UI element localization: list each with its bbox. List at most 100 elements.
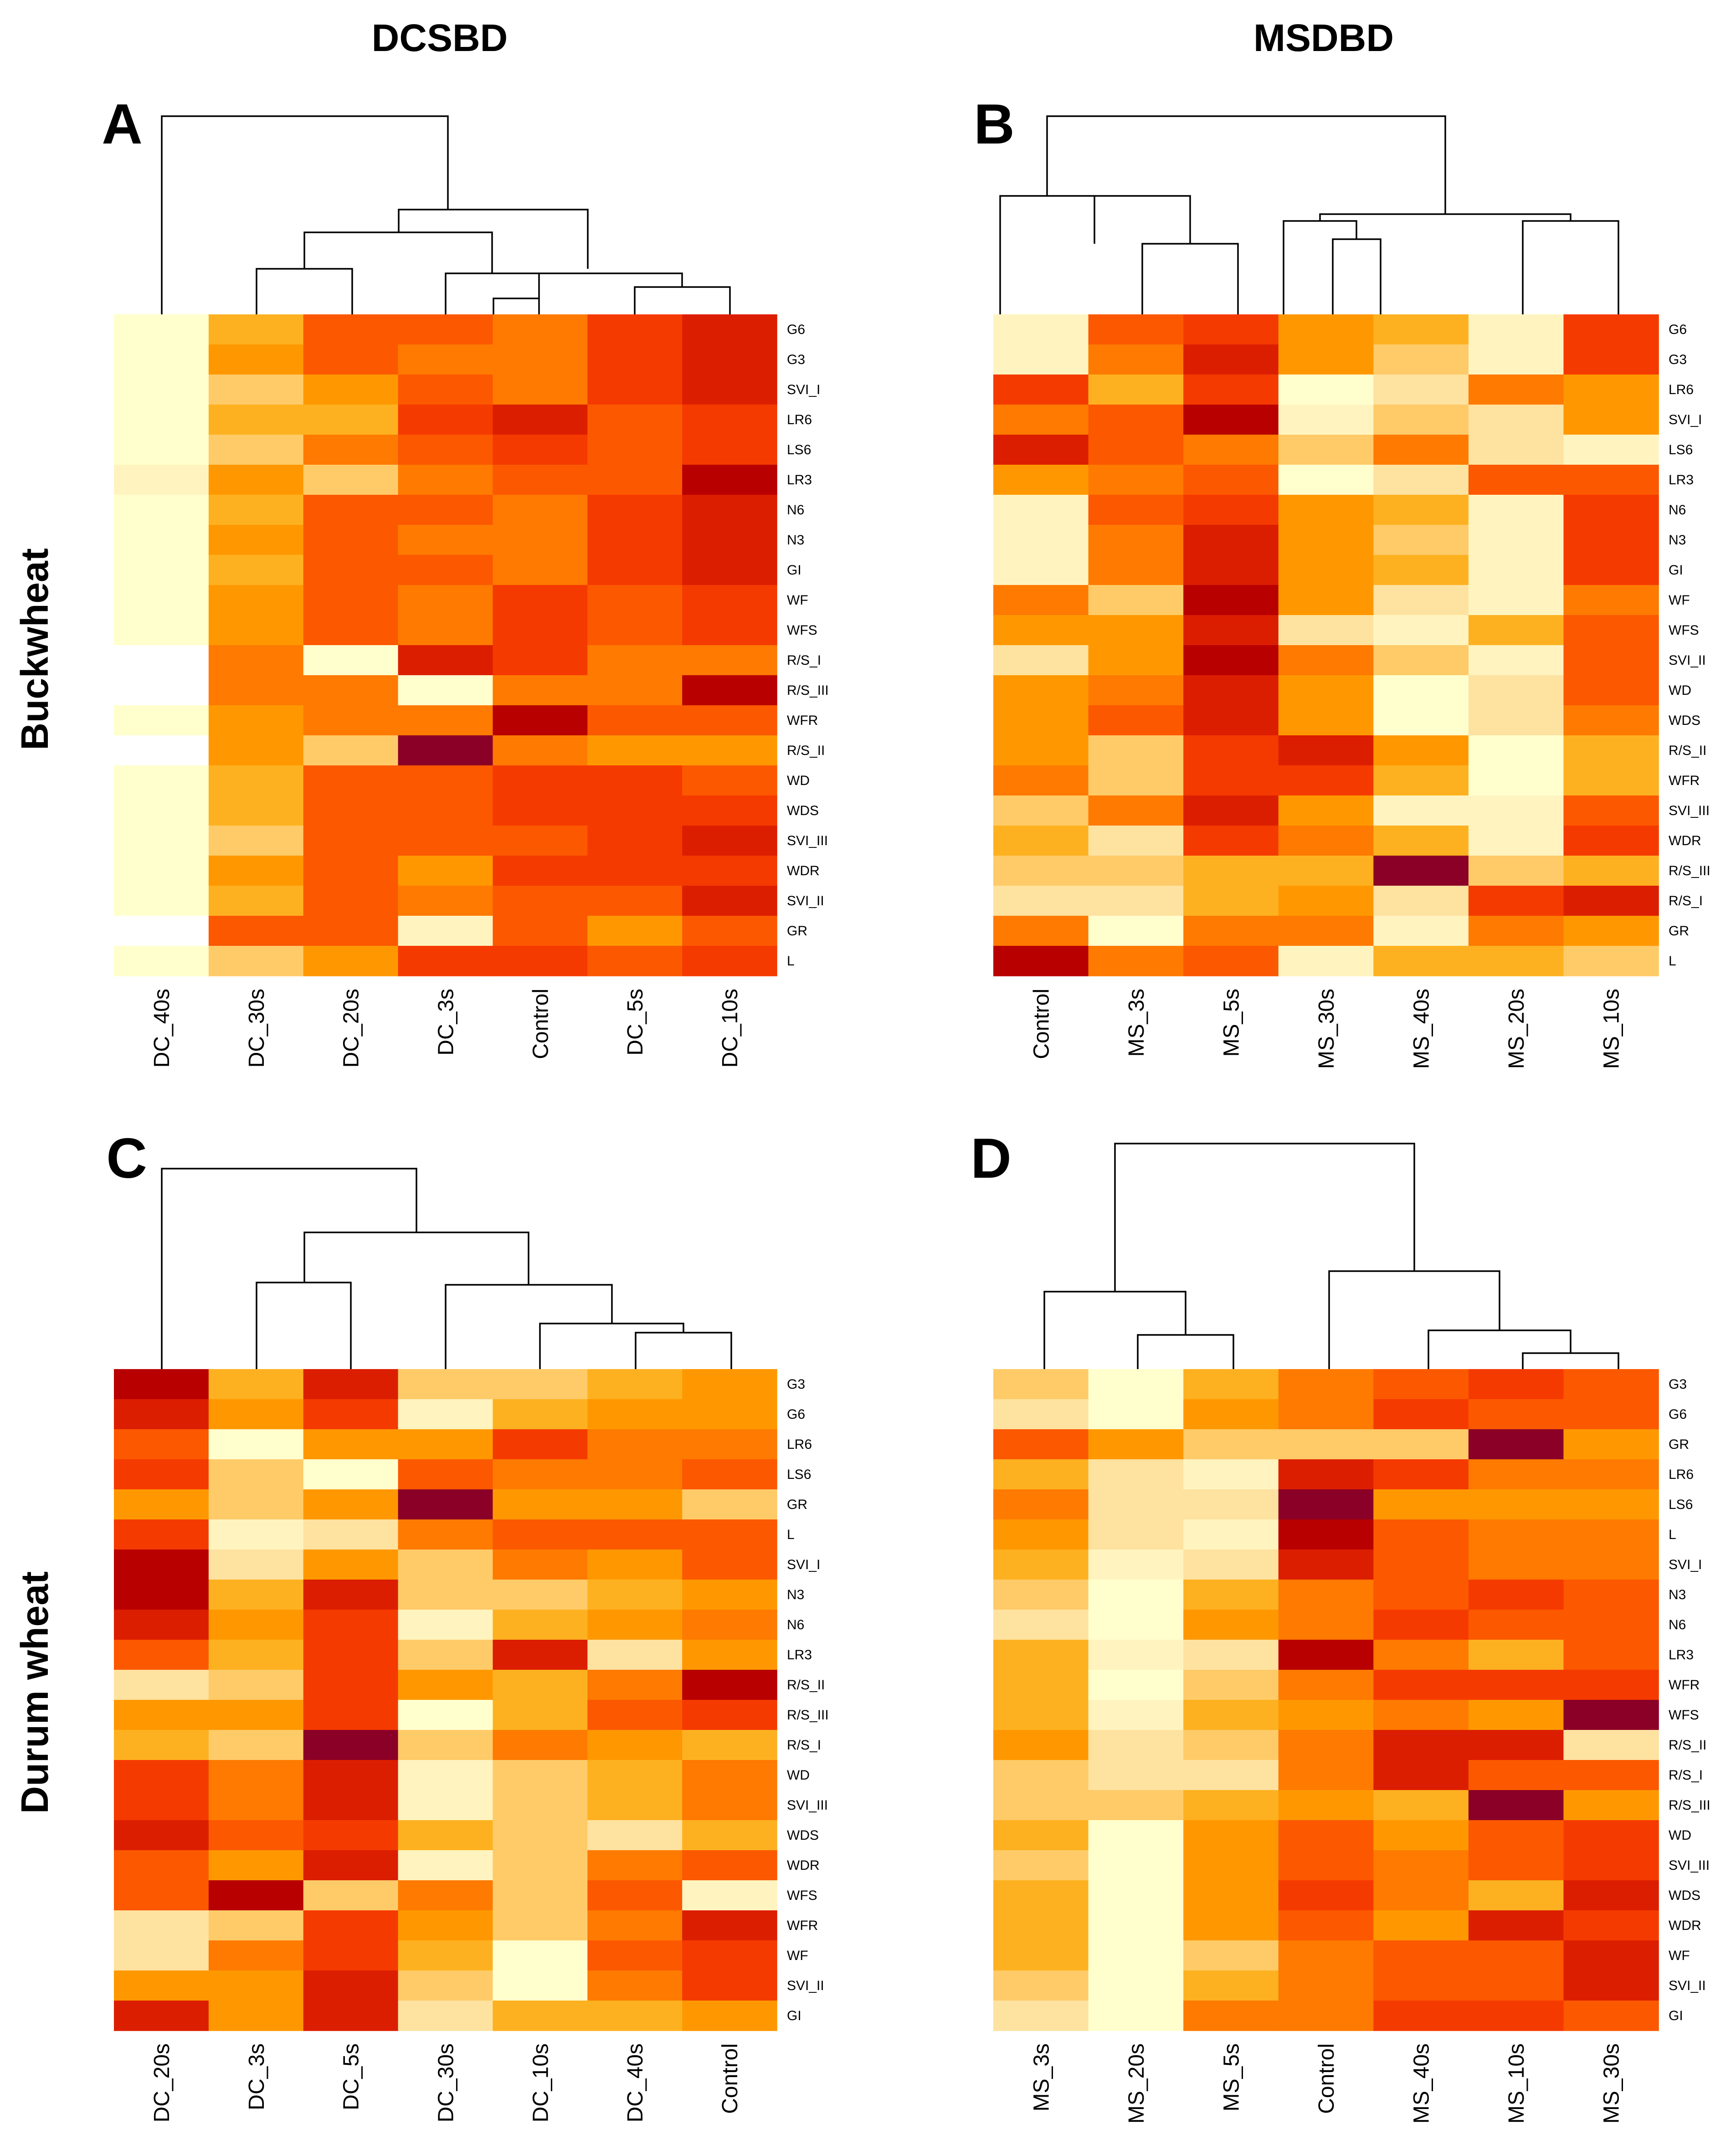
heatmap-cell-wf-ms-30s [1563,1940,1659,1971]
heatmap-cell-ls6-ms-5s [1183,1489,1279,1520]
heatmap-cell-r-s-i-dc-20s [114,1730,209,1760]
row-label-svi-iii: SVI_III [787,833,828,848]
row-label-n6: N6 [787,1617,804,1632]
heatmap-cell-wfr-dc-5s [303,1910,399,1941]
heatmap-cell-wdr-control [493,856,588,886]
heatmap-cell-svi-iii-control [682,1790,777,1821]
heatmap-cell-wfs-dc-10s [682,615,777,646]
heatmap-cell-r-s-iii-dc-10s [682,675,777,706]
heatmap-cell-svi-iii-dc-40s [587,1790,683,1821]
heatmap-cell-wd-ms-5s [1183,675,1279,706]
heatmap-cell-wf-dc-5s [303,1940,399,1971]
heatmap-cell-wd-dc-40s [587,1760,683,1791]
heatmap-cell-r-s-i-dc-10s [682,645,777,676]
heatmap-cell-wds-dc-40s [114,795,209,826]
heatmap-cell-lr6-dc-30s [398,1429,493,1460]
row-label-svi-i: SVI_I [787,382,820,397]
heatmap-cell-g3-dc-30s [398,1369,493,1400]
heatmap-cell-ls6-dc-10s [493,1459,588,1490]
heatmap-cell-wds-dc-40s [587,1820,683,1851]
heatmap-cell-l-dc-40s [587,1519,683,1550]
heatmap-cell-n6-ms-3s [1088,495,1184,525]
heatmap-cell-gi-ms-5s [1183,2001,1279,2031]
heatmap-cell-r-s-i-dc-10s [493,1730,588,1760]
row-label-wdr: WDR [1669,1918,1701,1933]
heatmap-cell-wf-ms-10s [1468,1940,1564,1971]
heatmap-cell-gi-ms-20s [1468,555,1564,585]
heatmap-cell-gi-ms-40s [1373,2001,1469,2031]
heatmap-cell-svi-iii-ms-5s [1183,795,1279,826]
heatmap-cell-lr6-control [493,405,588,435]
heatmap-cell-wf-dc-3s [398,585,493,616]
heatmap-cell-g6-ms-10s [1468,1399,1564,1430]
heatmap-cell-svi-iii-dc-10s [493,1790,588,1821]
heatmap-cell-gi-dc-10s [682,555,777,585]
heatmap-cell-wfr-ms-40s [1373,1670,1469,1700]
heatmap-cell-svi-ii-control [1278,1970,1374,2001]
heatmap-cell-wd-ms-30s [1563,1820,1659,1851]
heatmap-cell-gi-ms-3s [1088,555,1184,585]
heatmap-cell-lr6-dc-5s [303,1429,399,1460]
heatmap-cell-l-ms-40s [1373,1519,1469,1550]
heatmap-cell-svi-ii-dc-5s [587,886,683,916]
heatmap-cell-wf-dc-40s [114,585,209,616]
row-label-wd: WD [1669,683,1691,698]
heatmap-cell-n6-ms-40s [1373,1610,1469,1640]
dendrogram-branch [1319,213,1572,221]
heatmap-cell-r-s-ii-dc-20s [303,735,399,766]
heatmap-cell-svi-i-control [493,375,588,405]
heatmap-cell-wfs-dc-3s [208,1880,304,1911]
heatmap-cell-gr-dc-30s [398,1489,493,1520]
heatmap-cell-gi-dc-3s [208,2001,304,2031]
heatmap-cell-lr3-ms-10s [1563,465,1659,495]
heatmap-cell-g6-ms-5s [1183,1399,1279,1430]
heatmap-cells [114,314,777,976]
heatmap-cell-l-dc-3s [398,946,493,976]
dendrogram-branch [1114,1143,1415,1292]
heatmap-cell-wfs-dc-20s [114,1880,209,1911]
heatmap-cell-r-s-iii-control [493,675,588,706]
heatmap-cells [993,314,1659,976]
heatmap-cell-r-s-ii-ms-5s [1183,735,1279,766]
dendrogram-branch [1141,243,1239,314]
heatmap-cell-gr-ms-3s [993,1429,1089,1460]
heatmap-cell-wdr-dc-40s [587,1850,683,1881]
heatmap-cell-lr6-dc-10s [493,1429,588,1460]
heatmap-cell-n6-dc-40s [587,1610,683,1640]
heatmap-cell-wds-control [1278,1880,1374,1911]
heatmap-cell-wfs-dc-5s [587,615,683,646]
column-label-ms-10s: MS_10s [1505,2043,1529,2124]
column-label-dc-5s: DC_5s [339,2043,364,2110]
dendrogram-branch [1046,115,1446,214]
heatmap-cell-r-s-ii-ms-40s [1373,735,1469,766]
heatmap-cell-n6-ms-20s [1468,495,1564,525]
heatmap-cell-n3-ms-5s [1183,525,1279,555]
row-label-wf: WF [787,593,808,608]
heatmap-cell-wfs-control [493,615,588,646]
column-label-dc-3s: DC_3s [245,2043,269,2110]
heatmap-cell-svi-iii-dc-20s [114,1790,209,1821]
heatmap-cell-n6-ms-5s [1183,1610,1279,1640]
row-label-gi: GI [787,563,801,578]
heatmap-cell-svi-i-ms-10s [1468,1550,1564,1580]
heatmap-cell-svi-iii-ms-3s [1088,795,1184,826]
heatmap-cell-wd-ms-5s [1183,1820,1279,1851]
heatmap-cell-svi-i-dc-20s [114,1550,209,1580]
heatmap-cell-wd-ms-20s [1088,1820,1184,1851]
heatmap-cell-wd-dc-5s [303,1760,399,1791]
heatmap-cell-lr6-dc-5s [587,405,683,435]
heatmap-cell-gi-ms-30s [1278,555,1374,585]
heatmap-cell-g3-dc-3s [398,344,493,375]
row-label-l: L [787,954,795,969]
heatmap-cell-svi-iii-dc-40s [114,826,209,856]
heatmap-cell-wfr-control [682,1910,777,1941]
heatmap-cell-wfr-dc-30s [208,705,304,736]
heatmap-cell-ls6-control [493,435,588,465]
heatmap-cell-g3-ms-3s [1088,344,1184,375]
heatmap-cell-svi-i-dc-10s [493,1550,588,1580]
heatmap-cell-gr-control [682,1489,777,1520]
heatmap-cell-svi-i-dc-20s [303,375,399,405]
heatmap-cell-g3-ms-5s [1183,344,1279,375]
row-label-wd: WD [787,1768,810,1783]
heatmap-cell-r-s-i-control [993,886,1089,916]
